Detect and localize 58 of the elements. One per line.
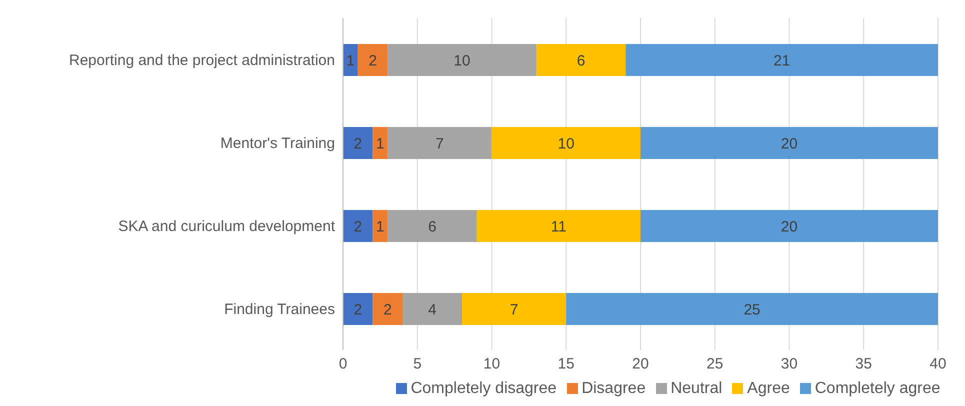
y-tick-label: Finding Trainees [224,300,335,318]
x-tick-label: 35 [855,356,872,373]
bar [536,44,626,76]
bar [343,293,373,325]
x-tick-label: 15 [558,356,574,373]
data-label: 2 [354,135,362,152]
data-label: 2 [368,52,377,70]
bar [626,44,938,76]
data-label: 4 [428,301,436,318]
bar [343,210,373,242]
bar [566,293,938,325]
x-tick-label: 25 [706,356,724,373]
data-label: 2 [383,301,392,318]
bar [372,293,402,325]
y-tick-label: Reporting and the project administration [69,52,335,69]
data-label: 1 [346,52,355,70]
bar [640,210,938,242]
legend-label: Completely agree [814,380,940,397]
data-label: 2 [354,218,362,236]
data-label: 10 [558,135,574,152]
data-label: 20 [780,135,798,152]
bar [388,127,492,159]
data-label: 7 [510,301,518,318]
legend-label: Agree [747,380,790,397]
legend-label: Completely disagree [410,380,557,397]
data-label: 1 [376,135,384,152]
legend-label: Neutral [670,380,722,397]
bar [476,210,640,242]
x-tick-label: 10 [483,356,500,373]
bar [372,210,388,242]
data-label: 7 [436,135,444,152]
data-label: 10 [454,52,470,70]
bar [343,44,358,76]
bar [462,293,566,325]
data-label: 6 [428,218,436,236]
data-label: 25 [744,301,760,318]
bar [492,127,640,159]
x-tick-label: 40 [930,356,946,373]
data-label: 1 [376,218,384,236]
x-tick-label: 20 [632,356,649,373]
bar [343,127,373,159]
x-tick-label: 5 [413,356,422,373]
y-tick-label: Mentor's Training [220,134,335,152]
bar [372,127,388,159]
data-label: 2 [354,301,362,318]
bar [388,210,477,242]
y-tick-label: SKA and curiculum development [118,218,336,235]
legend-label: Disagree [582,380,646,397]
data-label: 6 [576,52,586,70]
bar [358,44,388,76]
x-tick-label: 30 [780,356,798,373]
data-label: 11 [550,218,566,236]
data-label: 21 [773,52,790,70]
x-tick-label: 0 [338,356,348,373]
data-label: 20 [780,218,798,236]
bar [402,293,462,325]
bar [640,127,938,159]
bar [388,44,536,76]
